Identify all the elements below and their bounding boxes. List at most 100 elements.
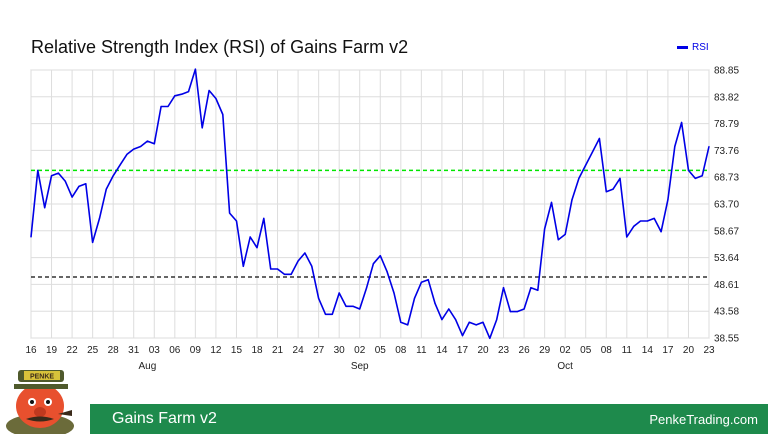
series-points-rsi (30, 68, 710, 339)
data-point (468, 321, 470, 323)
x-tick-label: 20 (477, 345, 489, 356)
data-point (112, 175, 114, 177)
x-tick-label: 19 (46, 345, 58, 356)
x-tick-label: 29 (539, 345, 551, 356)
data-point (235, 220, 238, 222)
data-point (30, 236, 32, 238)
data-point (222, 113, 224, 116)
data-point (509, 311, 511, 313)
x-tick-label: 11 (416, 345, 427, 356)
data-point (44, 207, 46, 209)
y-tick-label: 38.55 (714, 334, 739, 345)
x-tick-label: 03 (149, 345, 161, 356)
y-tick-label: 73.76 (714, 146, 739, 157)
data-point (160, 105, 162, 108)
data-point (571, 199, 573, 201)
data-point (372, 263, 375, 265)
x-tick-label: 28 (108, 345, 120, 356)
data-point (187, 90, 190, 93)
data-point (413, 297, 416, 299)
y-tick-label: 68.73 (714, 173, 739, 184)
data-point (92, 241, 94, 243)
data-point (633, 225, 635, 227)
data-point (626, 236, 628, 238)
data-point (311, 265, 313, 267)
data-point (564, 233, 566, 235)
data-point (455, 319, 457, 321)
x-tick-label: 23 (498, 345, 510, 356)
legend-label-rsi: RSI (692, 42, 709, 53)
data-point (263, 217, 265, 219)
data-point (489, 337, 491, 339)
x-tick-label: 18 (251, 345, 263, 356)
data-point (283, 273, 285, 275)
data-point (139, 145, 142, 148)
data-point (331, 313, 333, 315)
y-tick-label: 48.61 (714, 280, 739, 291)
logo-text: PENKE (30, 374, 54, 381)
data-point (71, 196, 73, 198)
data-point (585, 164, 587, 166)
data-point (352, 305, 354, 307)
data-point (78, 185, 80, 188)
data-point (708, 145, 710, 148)
data-point (523, 308, 525, 310)
data-point (297, 260, 299, 262)
legend: RSI (677, 42, 709, 53)
data-point (270, 268, 272, 270)
data-point (215, 97, 217, 100)
data-point (37, 169, 39, 172)
data-point (461, 335, 464, 337)
data-point (427, 279, 429, 281)
data-point (304, 252, 306, 254)
data-point (482, 321, 484, 323)
month-label: Sep (351, 361, 369, 372)
x-tick-label: 02 (560, 345, 572, 356)
data-point (146, 140, 149, 142)
data-point (345, 305, 347, 307)
x-tick-label: 09 (190, 345, 202, 356)
data-point (544, 228, 546, 230)
x-tick-label: 05 (375, 345, 387, 356)
data-point (578, 177, 580, 180)
data-point (50, 175, 53, 177)
x-tick-label: 17 (457, 345, 469, 356)
data-point (653, 217, 655, 219)
month-label: Aug (139, 361, 157, 372)
data-point (181, 93, 183, 95)
footer-site-link[interactable]: PenkeTrading.com (649, 412, 758, 427)
x-tick-label: 31 (128, 345, 140, 356)
data-point (64, 180, 66, 182)
data-point (201, 127, 203, 129)
x-tick-label: 24 (293, 345, 305, 356)
data-point (687, 169, 690, 172)
data-point (324, 313, 327, 315)
x-tick-label: 08 (395, 345, 407, 356)
data-point (557, 239, 559, 241)
data-point (105, 188, 107, 190)
data-point (133, 148, 135, 150)
y-tick-label: 58.67 (714, 226, 739, 237)
data-point (386, 271, 388, 273)
x-tick-label: 15 (231, 345, 243, 356)
data-point (441, 319, 443, 321)
y-tick-label: 43.58 (714, 307, 739, 318)
data-point (496, 319, 498, 321)
footer-bar: Gains Farm v2 PenkeTrading.com (90, 404, 768, 434)
data-point (242, 265, 244, 267)
data-point (229, 212, 231, 214)
data-point (434, 303, 436, 305)
data-point (400, 321, 402, 323)
data-point (393, 292, 395, 294)
data-point (646, 220, 648, 222)
data-point (639, 220, 642, 222)
legend-swatch (677, 46, 688, 49)
data-point (365, 287, 368, 289)
data-point (612, 188, 614, 190)
data-point (318, 297, 320, 299)
data-point (420, 281, 422, 283)
x-tick-label: 11 (622, 345, 633, 356)
data-point (126, 153, 128, 156)
x-tick-label: 26 (519, 345, 531, 356)
data-point (153, 143, 155, 145)
